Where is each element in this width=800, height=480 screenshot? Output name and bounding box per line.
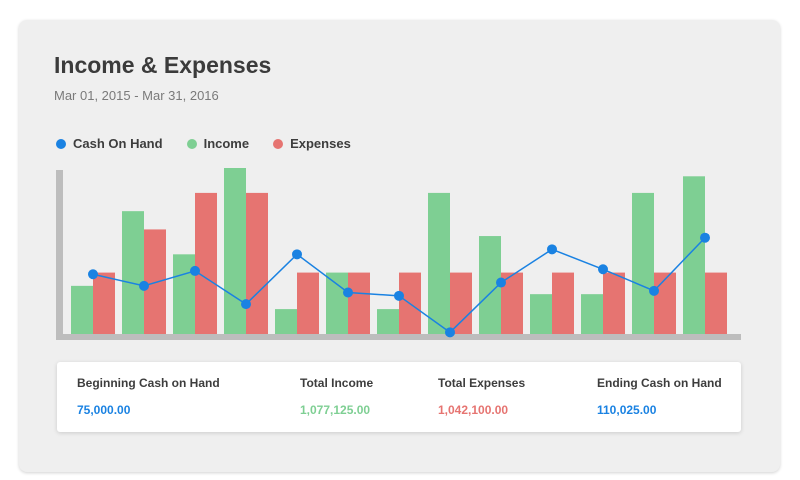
expenses-bar (705, 272, 727, 334)
legend-income-label: Income (203, 136, 250, 151)
cash-on-hand-point (700, 232, 710, 243)
expenses-bar (144, 229, 166, 334)
expenses-bar (501, 272, 523, 334)
expenses-bar (654, 272, 676, 334)
summary-beginning-cash-label: Beginning Cash on Hand (77, 376, 220, 390)
cash-on-hand-point (598, 264, 608, 275)
page-title: Income & Expenses (54, 52, 272, 78)
expenses-bar (297, 272, 319, 334)
summary-total-income: Total Income 1,077,125.00 (300, 376, 373, 417)
summary-ending-cash: Ending Cash on Hand 110,025.00 (597, 376, 722, 417)
legend-cash-dot-icon (56, 138, 66, 149)
cash-on-hand-point (88, 269, 98, 280)
x-axis (56, 334, 741, 340)
income-bar (479, 236, 501, 334)
income-bar (326, 272, 348, 334)
summary-total-income-value: 1,077,125.00 (300, 403, 371, 417)
summary-beginning-cash-value: 75,000.00 (77, 403, 131, 417)
summary-total-expenses-label: Total Expenses (438, 376, 526, 390)
summary-total-income-label: Total Income (300, 376, 374, 390)
income-bar (275, 309, 297, 334)
summary-ending-cash-value: 110,025.00 (597, 403, 657, 417)
cash-on-hand-point (445, 327, 455, 338)
summary-beginning-cash: Beginning Cash on Hand 75,000.00 (77, 376, 220, 417)
cash-on-hand-point (547, 244, 557, 255)
expenses-bar (93, 272, 115, 334)
legend-expenses-dot-icon (273, 138, 284, 149)
legend-expenses-label: Expenses (290, 136, 351, 151)
cash-on-hand-point (241, 299, 251, 310)
expenses-bar (603, 272, 625, 334)
legend-item-income[interactable]: Income (186, 136, 250, 151)
income-bar (428, 192, 450, 334)
expenses-bar (552, 272, 574, 334)
cash-on-hand-point (394, 290, 404, 301)
cash-on-hand-point (496, 277, 506, 288)
legend-item-expenses[interactable]: Expenses (273, 136, 351, 151)
expenses-bar (450, 272, 472, 334)
expenses-bar (246, 192, 268, 334)
income-bar (581, 294, 603, 334)
legend-item-cash[interactable]: Cash On Hand (56, 136, 163, 151)
income-bar (683, 176, 705, 334)
date-range: Mar 01, 2015 - Mar 31, 2016 (54, 88, 219, 103)
summary-ending-cash-label: Ending Cash on Hand (597, 376, 722, 390)
summary-total-expenses: Total Expenses 1,042,100.00 (438, 376, 525, 417)
income-bar (122, 211, 144, 334)
cash-on-hand-point (649, 285, 659, 296)
income-bar (71, 285, 93, 334)
income-bar (632, 192, 654, 334)
expenses-bar (195, 192, 217, 334)
chart-legend: Cash On Hand Income Expenses (56, 136, 351, 151)
cash-on-hand-point (343, 287, 353, 298)
income-bar (377, 309, 399, 334)
y-axis (56, 170, 63, 340)
cash-on-hand-point (190, 265, 200, 276)
income-bar (224, 168, 246, 334)
cash-on-hand-point (292, 249, 302, 260)
cash-on-hand-point (139, 280, 149, 291)
expenses-bar (348, 272, 370, 334)
income-bar (530, 294, 552, 334)
summary-total-expenses-value: 1,042,100.00 (438, 403, 509, 417)
legend-cash-label: Cash On Hand (73, 136, 163, 151)
summary-panel: Beginning Cash on Hand 75,000.00 Total I… (57, 362, 741, 432)
income-bar (173, 254, 195, 334)
legend-income-dot-icon (186, 138, 197, 149)
